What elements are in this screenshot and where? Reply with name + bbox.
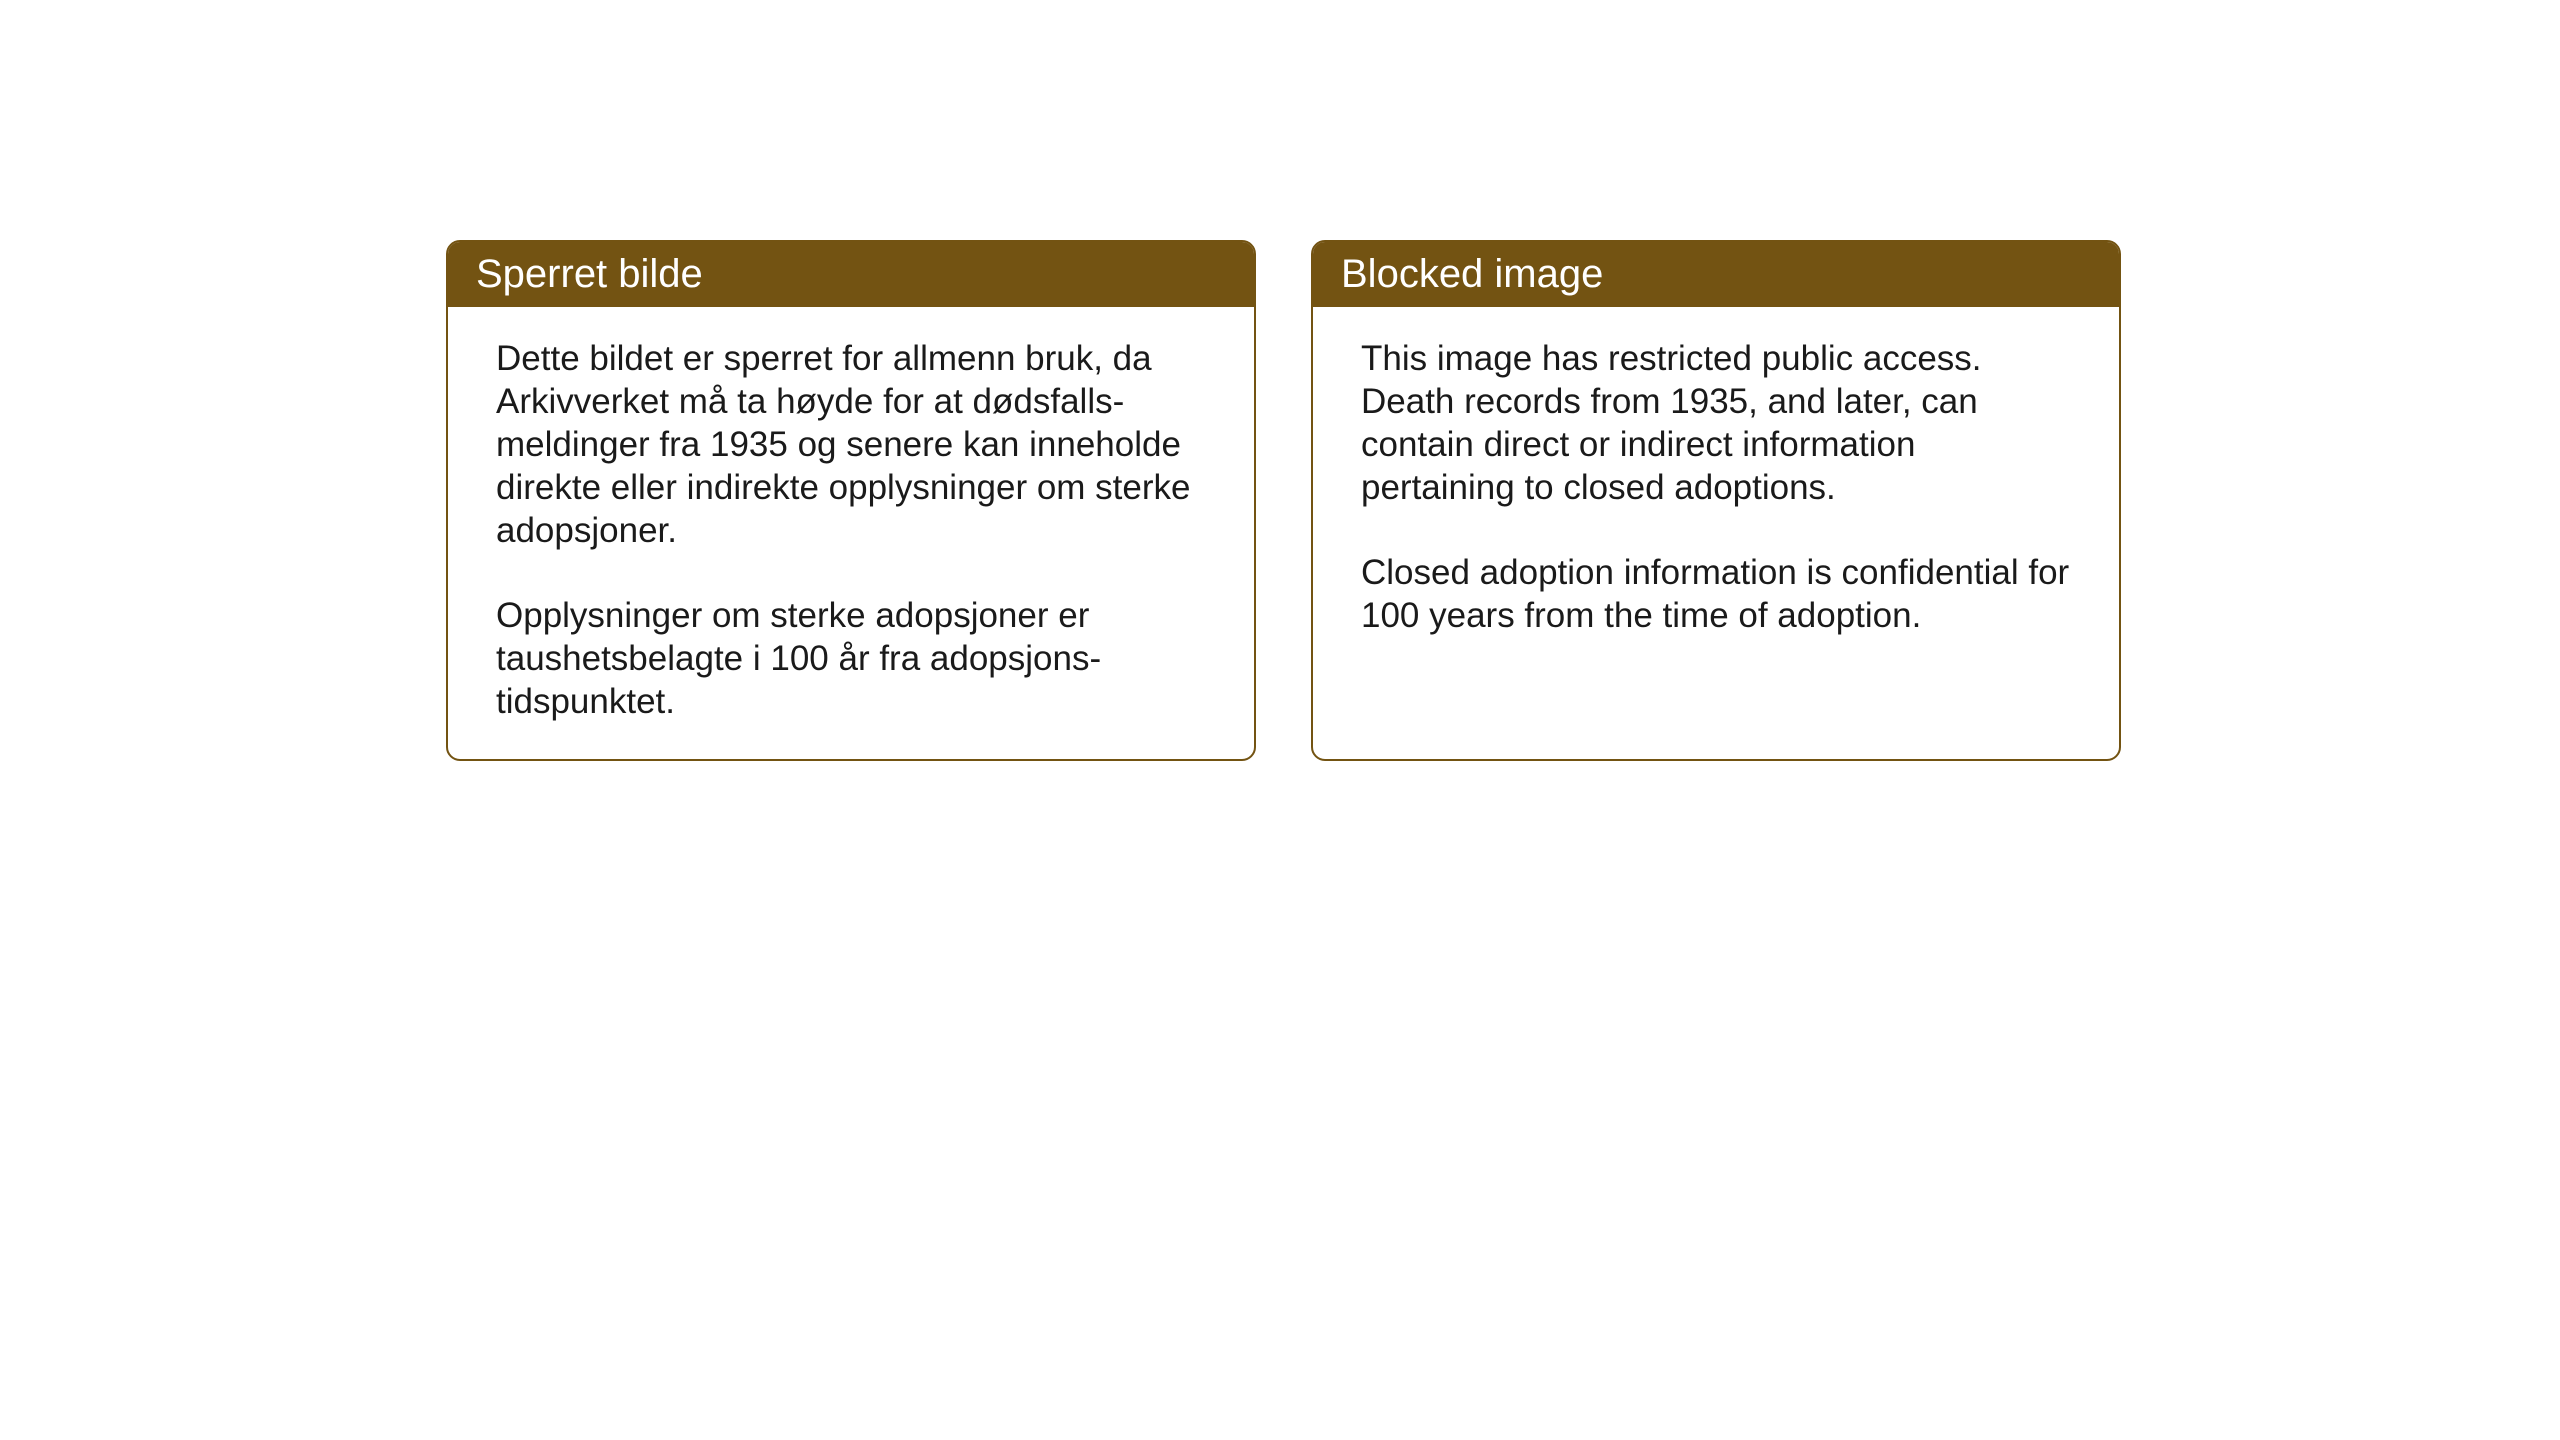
notice-body-english: This image has restricted public access.… [1313,307,2119,673]
notice-card-norwegian: Sperret bilde Dette bildet er sperret fo… [446,240,1256,761]
notice-header-norwegian: Sperret bilde [448,242,1254,307]
notice-paragraph: Dette bildet er sperret for allmenn bruk… [496,337,1206,552]
notice-paragraph: This image has restricted public access.… [1361,337,2071,509]
notice-card-english: Blocked image This image has restricted … [1311,240,2121,761]
notice-body-norwegian: Dette bildet er sperret for allmenn bruk… [448,307,1254,759]
notice-paragraph: Opplysninger om sterke adopsjoner er tau… [496,594,1206,723]
notice-header-english: Blocked image [1313,242,2119,307]
notice-container: Sperret bilde Dette bildet er sperret fo… [0,0,2560,761]
notice-paragraph: Closed adoption information is confident… [1361,551,2071,637]
